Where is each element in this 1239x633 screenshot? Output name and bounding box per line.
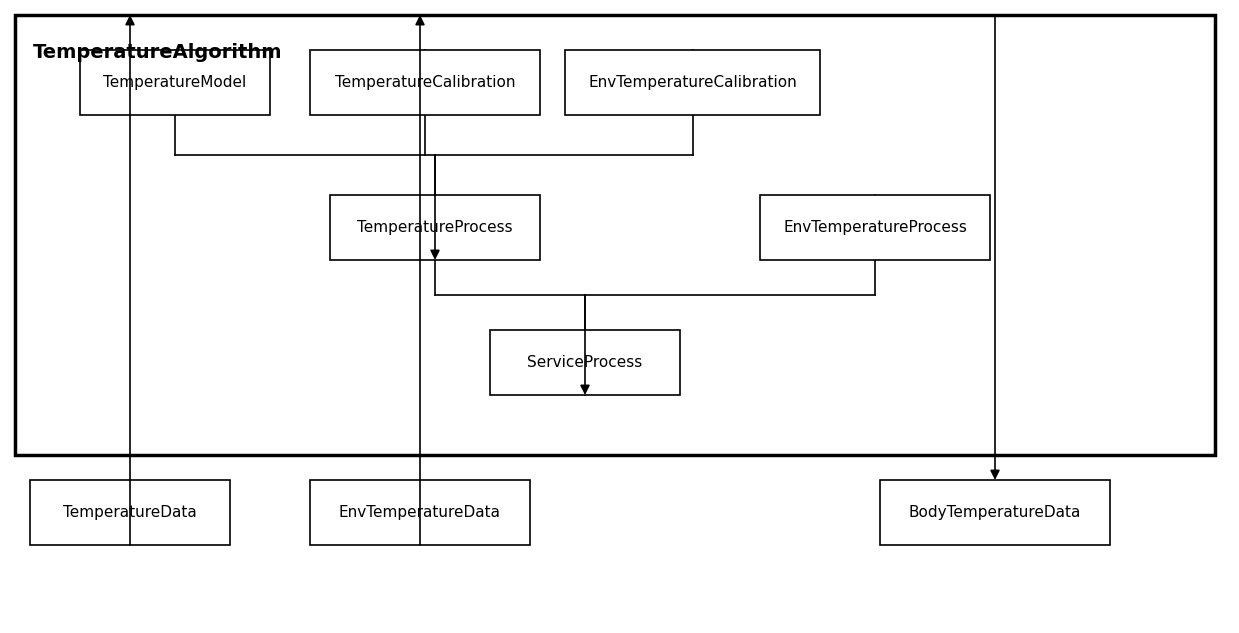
Text: EnvTemperatureCalibration: EnvTemperatureCalibration: [589, 75, 797, 90]
Bar: [30, 480, 230, 545]
Bar: [880, 480, 1110, 545]
Text: ServiceProcess: ServiceProcess: [528, 355, 643, 370]
Text: TemperatureData: TemperatureData: [63, 505, 197, 520]
Text: TemperatureProcess: TemperatureProcess: [357, 220, 513, 235]
Text: TemperatureModel: TemperatureModel: [103, 75, 247, 90]
Text: BodyTemperatureData: BodyTemperatureData: [909, 505, 1082, 520]
Bar: [81, 50, 270, 115]
Bar: [310, 480, 530, 545]
Bar: [330, 195, 540, 260]
Bar: [565, 50, 820, 115]
Text: EnvTemperatureData: EnvTemperatureData: [339, 505, 501, 520]
Text: TemperatureCalibration: TemperatureCalibration: [335, 75, 515, 90]
Text: EnvTemperatureProcess: EnvTemperatureProcess: [783, 220, 966, 235]
Bar: [310, 50, 540, 115]
Bar: [489, 330, 680, 395]
Bar: [760, 195, 990, 260]
Bar: [15, 15, 1215, 455]
Text: TemperatureAlgorithm: TemperatureAlgorithm: [33, 44, 282, 63]
